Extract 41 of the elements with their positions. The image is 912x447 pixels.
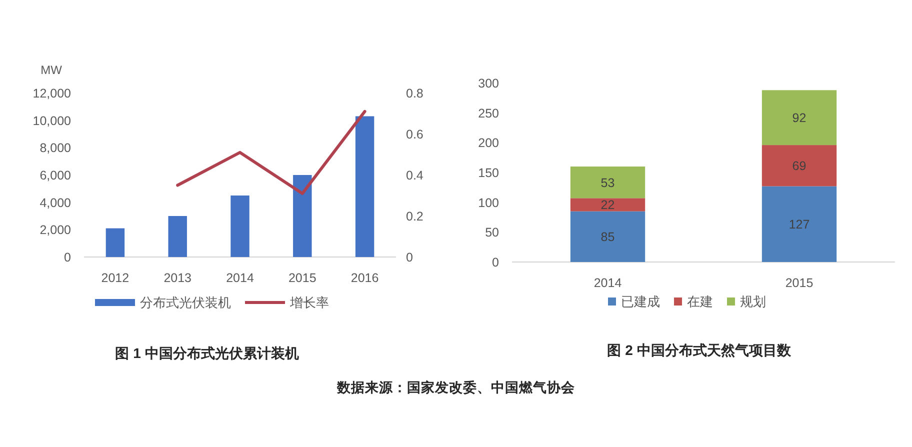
- annotation: 数据来源：国家发改委、中国燃气协会: [337, 380, 575, 395]
- x-tick-label: 2014: [594, 276, 622, 290]
- y-tick-label: 200: [478, 136, 499, 150]
- y-tick-label: 0: [492, 256, 499, 270]
- title: 图 2 中国分布式天然气项目数: [607, 342, 791, 358]
- x-tick-label: 2015: [785, 276, 814, 290]
- y2-tick-label: 0.2: [406, 210, 424, 224]
- data-label: 22: [600, 198, 615, 212]
- y-tick-label: 300: [478, 76, 499, 90]
- x-tick-label: 2012: [101, 271, 130, 285]
- legend-label: 规划: [740, 294, 766, 309]
- y-tick-label: 4,000: [40, 196, 71, 210]
- title: 图 1 中国分布式光伏累计装机: [115, 345, 299, 361]
- legend-label: 分布式光伏装机: [140, 295, 231, 310]
- y2-tick-label: 0.6: [406, 128, 424, 142]
- y2-tick-label: 0.8: [406, 86, 424, 100]
- y2-tick-label: 0: [406, 250, 413, 264]
- x-tick-label: 2016: [350, 271, 379, 285]
- x-tick-label: 2015: [288, 271, 316, 285]
- y-tick-label: 2,000: [40, 223, 71, 238]
- x-tick-label: 2014: [226, 271, 254, 285]
- data-label: 53: [600, 176, 615, 190]
- y-tick-label: 12,000: [32, 86, 71, 100]
- y-tick-label: 250: [478, 106, 499, 120]
- data-label: 69: [792, 159, 806, 174]
- y-tick-label: 0: [64, 250, 71, 264]
- legend-label: 在建: [687, 294, 713, 309]
- x-tick-label: 2013: [164, 271, 192, 285]
- legend-label: 已建成: [621, 294, 660, 309]
- y-axis-title: MW: [40, 63, 62, 77]
- legend-label: 增长率: [290, 295, 329, 310]
- y-tick-label: 8,000: [40, 141, 71, 156]
- data-label: 85: [600, 230, 615, 244]
- data-label: 92: [792, 111, 806, 126]
- y-tick-label: 6,000: [40, 168, 71, 182]
- y-tick-label: 150: [478, 166, 499, 180]
- y-tick-label: 100: [478, 196, 499, 210]
- y2-tick-label: 0.4: [406, 168, 424, 182]
- y-tick-label: 50: [485, 226, 499, 240]
- y-tick-label: 10,000: [32, 114, 71, 128]
- data-label: 127: [788, 218, 810, 232]
